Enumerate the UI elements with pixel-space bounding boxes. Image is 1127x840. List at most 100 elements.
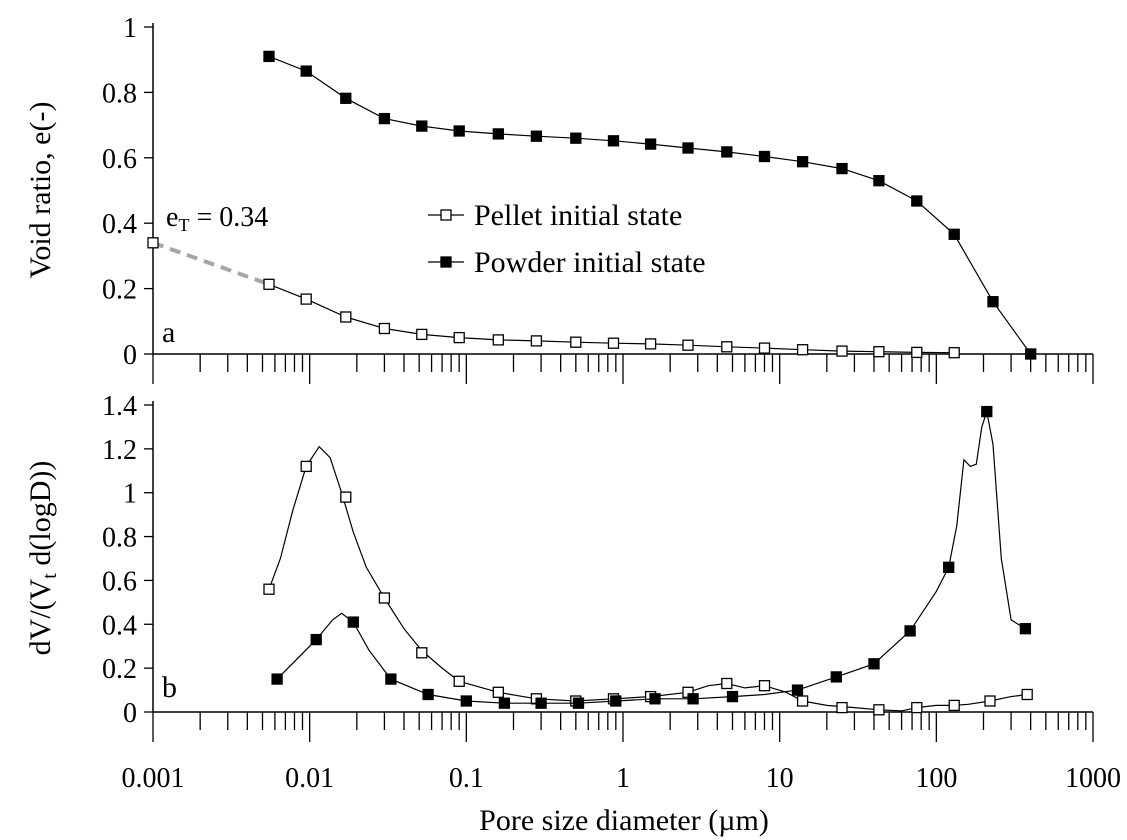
panel-a-pellet-point <box>416 328 428 341</box>
panel-a-pellet-point <box>530 335 543 347</box>
panel-a-pellet-point <box>300 293 312 305</box>
x-tick-label: 1000 <box>1065 763 1121 794</box>
panel-b-powder-point <box>904 625 916 637</box>
panel-a-y-tick-label: 0.4 <box>102 209 137 240</box>
panel-b-pellet-line <box>268 445 1028 712</box>
panel-a-powder-point <box>911 195 923 207</box>
panel-b-y-tick-label: 0.2 <box>102 654 137 685</box>
panel-b-letter: b <box>162 671 177 704</box>
panel-a-letter: a <box>162 316 175 349</box>
panel-a-powder-point <box>570 132 582 144</box>
panel-a-powder-point <box>263 50 275 63</box>
panel-b-powder-point <box>271 673 283 685</box>
panel-a-pellet-point <box>873 346 885 358</box>
panel-b-powder-point <box>687 693 699 705</box>
x-tick-label: 10 <box>766 763 794 794</box>
panel-a-y-axis-title: Void ratio, e(-) <box>24 102 57 279</box>
x-tick-label: 0.1 <box>449 763 484 794</box>
panel-b-powder-point <box>1019 623 1032 635</box>
panel-b-y-tick-label: 0 <box>123 698 137 729</box>
panel-b-powder-point <box>610 695 622 707</box>
total-void-ratio-annotation: eT = 0.34 <box>166 202 268 235</box>
panel-b-powder-point <box>572 697 585 709</box>
panel-a-powder-point <box>721 146 733 158</box>
panel-a-y-tick-label: 1 <box>123 13 137 44</box>
panel-b-powder-point <box>649 693 661 705</box>
legend-pellet-marker <box>440 209 452 221</box>
panel-a: 0 0.2 0.4 0.6 0.8 1 a Void ratio, e(-) eT = 0… <box>24 13 1094 384</box>
panel-a-powder-point <box>607 135 620 147</box>
panel-b-y-tick-label: 1.4 <box>102 391 137 422</box>
panel-b-powder-point <box>385 673 397 685</box>
panel-b-powder-point <box>422 688 434 701</box>
legend-pellet-label: Pellet initial state <box>474 199 682 232</box>
panel-b-pellet-point <box>340 491 352 503</box>
panel-a-pellet-point <box>492 334 504 346</box>
extrapolation-dashed-line <box>152 240 270 287</box>
y-title-subscript: t <box>39 573 61 579</box>
panel-b-pellet-point <box>263 583 275 595</box>
panel-a-y-tick-label: 0.6 <box>102 144 137 175</box>
panel-b-pellet-point <box>911 701 923 714</box>
panel-a-powder-point <box>948 228 960 240</box>
panel-a-pellet-point <box>682 339 694 351</box>
panel-a-powder-point <box>530 130 543 142</box>
panel-a-pellet-point <box>607 337 620 349</box>
panel-b-powder-point <box>791 684 804 696</box>
panel-b-pellet-point <box>378 592 391 604</box>
annotation-subscript: T <box>178 215 189 235</box>
panel-a-powder-point <box>453 125 465 137</box>
panel-a-pellet-point <box>644 338 657 350</box>
panel-b-y-tick-label: 0.4 <box>102 610 137 641</box>
panel-a-powder-point <box>987 296 999 308</box>
panel-a-powder-point <box>1025 348 1037 360</box>
panel-a-powder-point <box>340 92 352 104</box>
panel-a-powder-point <box>300 65 312 77</box>
annotation-rest: = 0.34 <box>189 202 268 233</box>
legend-powder-label: Powder initial state <box>474 246 706 279</box>
panel-b-powder-point <box>347 616 359 628</box>
panel-b-pellet-point <box>300 460 312 473</box>
panel-b-pellet-point <box>836 701 848 714</box>
panel-b-pellet-point <box>721 677 733 690</box>
x-tick-label: 100 <box>915 763 957 794</box>
panel-a-pellet-point <box>340 311 352 323</box>
panel-a-powder-point <box>796 156 809 168</box>
panel-a-pellet-point <box>570 336 582 348</box>
panel-a-series <box>147 50 1037 360</box>
panel-b-powder-line <box>276 411 1026 704</box>
panel-b-pellet-point <box>796 695 809 707</box>
panel-b-y-tick-label: 0.8 <box>102 523 137 554</box>
legend-powder-marker <box>440 256 452 268</box>
x-tick-label: 0.01 <box>285 763 334 794</box>
panel-b-powder-point <box>498 697 511 709</box>
panel-b-powder-point <box>535 697 547 709</box>
panel-a-pellet-point <box>721 341 733 353</box>
x-tick-label: 0.001 <box>122 763 185 794</box>
panel-a-powder-point <box>758 150 771 163</box>
panel-b-pellet-point <box>758 680 771 692</box>
panel-b-powder-point <box>981 405 993 418</box>
panel-b-powder-point <box>943 561 955 573</box>
panel-a-y-tick-label: 0 <box>123 340 137 371</box>
panel-b-y-tick-label: 1 <box>123 479 137 510</box>
panel-b-powder-point <box>726 690 739 703</box>
panel-b-pellet-point <box>1021 688 1033 701</box>
panel-a-pellet-point <box>378 322 391 335</box>
panel-b-pellet-point <box>948 699 960 712</box>
panel-a-y-tick-label: 0.2 <box>102 275 137 306</box>
panel-a-powder-point <box>378 112 391 125</box>
panel-b-pellet-point <box>873 704 885 716</box>
panel-b-series <box>263 405 1033 716</box>
panel-b-ticks: 0 0.2 0.4 0.6 0.8 1 1.2 1.4 0.001 0.01 0.1 1 10 100 10… <box>102 391 1121 794</box>
panel-b-pellet-point <box>453 675 465 687</box>
panel-a-powder-point <box>416 120 428 132</box>
panel-a-powder-point <box>492 128 504 140</box>
panel-a-pellet-point <box>948 347 960 359</box>
panel-b-powder-point <box>868 658 880 670</box>
panel-a-pellet-point <box>796 344 809 356</box>
panel-a-pellet-point <box>911 346 923 359</box>
y-title-main: dV/(V <box>24 578 57 655</box>
legend: Pellet initial state Powder initial stat… <box>428 199 706 279</box>
